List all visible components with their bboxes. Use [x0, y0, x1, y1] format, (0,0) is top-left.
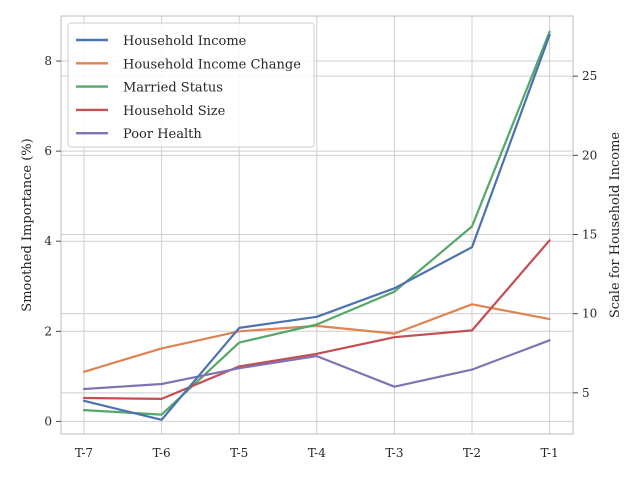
y-axis-label-left: Smoothed Importance (%): [20, 138, 35, 311]
y-tick-label-left: 6: [44, 144, 52, 158]
y-tick-label-right: 10: [582, 307, 597, 321]
series-line-household-income: [82, 33, 551, 421]
legend-box: [67, 22, 315, 148]
legend-label-household-size: Household Size: [123, 104, 226, 119]
legend-label-married-status: Married Status: [123, 81, 223, 96]
x-tick-label: T-7: [75, 446, 93, 460]
y-axis-label-right: Scale for Household Income: [608, 132, 623, 319]
series-line-married-status: [82, 30, 551, 416]
x-tick-label: T-3: [385, 446, 403, 460]
x-tick-label: T-1: [541, 446, 559, 460]
series-line-poor-health: [82, 339, 551, 391]
y-tick-label-left: 8: [44, 54, 52, 68]
y-tick-label-right: 15: [582, 228, 597, 242]
y-tick-label-right: 25: [582, 69, 597, 83]
plot-frame: [60, 15, 574, 435]
series-lines: [82, 30, 551, 421]
x-tick-label: T-2: [463, 446, 481, 460]
y-tick-label-right: 20: [582, 148, 597, 162]
legend-label-household-income: Household Income: [123, 34, 247, 49]
series-line-household-income-change: [82, 303, 551, 373]
y-tick-label-left: 2: [44, 324, 52, 338]
y-tick-label-right: 5: [582, 386, 590, 400]
x-tick-label: T-5: [230, 446, 248, 460]
legend-label-household-income-change: Household Income Change: [123, 57, 301, 72]
series-line-household-size: [82, 239, 551, 400]
legend: Household Income Household Income Change M…: [67, 22, 315, 148]
x-tick-label: T-6: [153, 446, 171, 460]
y-tick-label-left: 0: [44, 414, 52, 428]
y-tick-label-left: 4: [44, 234, 52, 248]
x-tick-label: T-4: [308, 446, 327, 460]
axis-ticks: T-7 T-6 T-5 T-4 T-3 T-2 T-1 0 2 4 6 8 5 10 15 20 25: [44, 54, 597, 460]
legend-label-poor-health: Poor Health: [123, 127, 202, 142]
